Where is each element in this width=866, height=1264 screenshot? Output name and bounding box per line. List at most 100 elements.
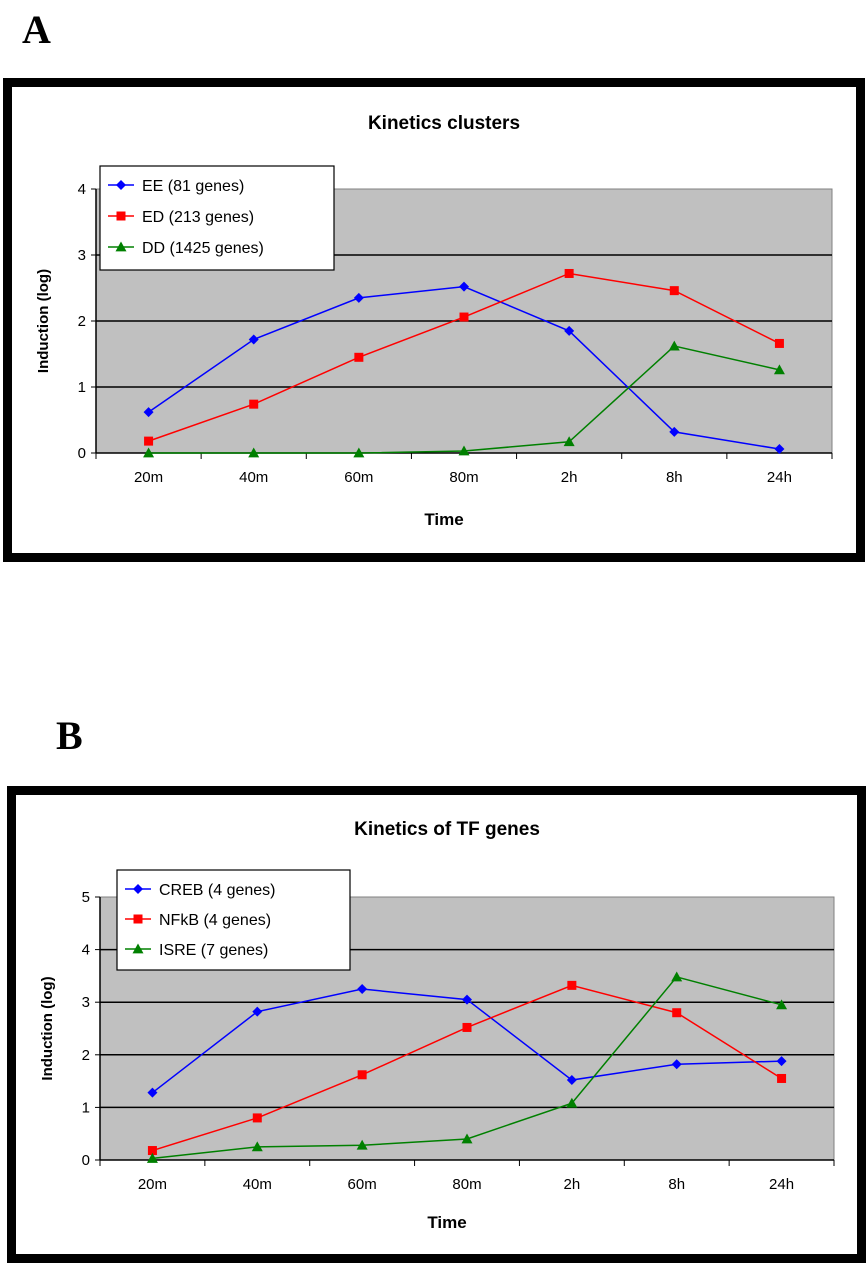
chart0-data-point [459, 281, 469, 292]
chart1-y-axis-title: Induction (log) [39, 976, 56, 1080]
chart0-x-tick-label: 60m [344, 469, 373, 486]
chart0-legend-label: ED (213 genes) [142, 209, 254, 226]
chart0-x-tick-label: 8h [666, 469, 683, 486]
chart1-legend-label: ISRE (7 genes) [159, 942, 268, 959]
chart-b-frame: Kinetics of TF genes 0 1 2 3 4 5 20m 40m 60m 80m 2h… [7, 786, 866, 1263]
chart0-data-point [669, 286, 679, 296]
chart0-y-tick-label: 3 [78, 247, 86, 264]
chart0-y-tick-label: 0 [78, 445, 86, 462]
chart0-data-point [353, 292, 364, 303]
chart0-data-point [144, 436, 154, 446]
chart1-legend-box [116, 869, 351, 971]
chart1-legend-marker [132, 943, 144, 954]
chart0-series-0 [143, 281, 785, 455]
chart0-data-point [564, 325, 575, 336]
chart0-data-point [143, 407, 154, 418]
chart0-data-point [669, 426, 680, 437]
chart0-legend-marker [116, 180, 126, 190]
chart1-data-point [776, 1056, 787, 1067]
chart1-y-tick-label: 1 [82, 1099, 90, 1116]
chart0-legend-label: DD (1425 genes) [142, 240, 264, 257]
chart1-series-1 [147, 980, 787, 1156]
chart0-legend-marker [115, 241, 127, 252]
chart1-y-tick-label: 5 [82, 889, 90, 906]
chart1-data-point [567, 980, 577, 990]
chart-a-frame: Kinetics clusters 0 1 2 3 4 20m 40m 60m 80m 2h 8h 24… [3, 78, 865, 562]
chart1-x-axis-title: Time [427, 1213, 466, 1232]
chart0-y-tick-label: 4 [78, 181, 86, 198]
chart-b: Kinetics of TF genes 0 1 2 3 4 5 20m 40m 60m 80m 2h… [39, 819, 835, 1232]
chart1-y-tick-label: 0 [82, 1152, 90, 1169]
chart0-data-point [668, 340, 680, 351]
chart1-data-point [671, 1059, 682, 1070]
chart-a: Kinetics clusters 0 1 2 3 4 20m 40m 60m 80m 2h 8h 24… [35, 113, 833, 529]
chart1-data-point [251, 1141, 263, 1152]
chart0-x-tick-label: 2h [561, 469, 578, 486]
chart1-data-point [671, 971, 683, 982]
chart1-legend-label: NFkB (4 genes) [159, 912, 271, 929]
chart1-data-point [147, 1087, 158, 1098]
chart0-series-2 [143, 340, 785, 458]
chart1-data-point [461, 1133, 473, 1144]
chart1-legend: CREB (4 genes) NFkB (4 genes) ISRE (7 gene… [116, 869, 351, 971]
chart0-data-point [249, 399, 259, 409]
chart0-data-point [459, 312, 469, 322]
chart1-data-point [776, 999, 788, 1010]
chart0-x-tick-label: 40m [239, 469, 268, 486]
chart1-series-0 [147, 984, 787, 1098]
chart0-data-point [353, 447, 365, 458]
chart1-x-tick-label: 8h [668, 1176, 685, 1193]
chart1-legend-marker [133, 914, 143, 924]
chart1-x-tick-label: 80m [452, 1176, 481, 1193]
chart1-data-point [357, 1070, 367, 1080]
chart0-x-tick-label: 20m [134, 469, 163, 486]
chart0-x-tick-label: 80m [449, 469, 478, 486]
panel-label-a: A [22, 7, 51, 52]
chart0-y-axis-title: Induction (log) [35, 269, 52, 373]
chart1-data-point [146, 1152, 158, 1163]
chart0-legend-box [99, 165, 335, 271]
chart1-x-tick-label: 2h [564, 1176, 581, 1193]
chart0-data-point [248, 447, 260, 458]
chart1-title: Kinetics of TF genes [354, 819, 540, 840]
chart0-x-tick-label: 24h [767, 469, 792, 486]
chart1-data-point [462, 1022, 472, 1032]
chart1-series-2 [146, 971, 788, 1163]
chart1-x-tick-label: 60m [348, 1176, 377, 1193]
chart1-y-tick-label: 2 [82, 1047, 90, 1064]
chart1-legend-marker [133, 884, 143, 894]
chart1-x-tick-label: 20m [138, 1176, 167, 1193]
chart0-series-1 [144, 268, 784, 446]
chart1-data-point [566, 1075, 577, 1086]
chart0-data-point [773, 364, 785, 375]
chart1-data-point [566, 1097, 578, 1108]
chart1-legend-label: CREB (4 genes) [159, 882, 276, 899]
chart0-data-point [354, 352, 364, 362]
chart0-data-point [458, 445, 470, 456]
chart0-data-point [143, 447, 155, 458]
chart0-legend: EE (81 genes) ED (213 genes) DD (1425 gene… [99, 165, 335, 271]
chart1-x-tick-label: 24h [769, 1176, 794, 1193]
chart1-data-point [252, 1113, 262, 1123]
chart1-data-point [147, 1146, 157, 1156]
chart0-data-point [248, 334, 259, 345]
chart0-x-axis-title: Time [424, 510, 463, 529]
chart1-data-point [777, 1073, 787, 1083]
chart1-data-point [356, 1139, 368, 1150]
chart0-legend-label: EE (81 genes) [142, 178, 244, 195]
chart1-data-point [357, 984, 368, 995]
chart1-y-tick-label: 4 [82, 942, 90, 959]
chart0-y-tick-label: 1 [78, 379, 86, 396]
chart0-data-point [564, 268, 574, 278]
chart0-data-point [563, 436, 575, 447]
chart1-y-tick-label: 3 [82, 994, 90, 1011]
chart1-data-point [252, 1006, 263, 1017]
chart1-data-point [672, 1008, 682, 1018]
chart0-legend-marker [116, 211, 126, 221]
panel-label-b: B [56, 713, 83, 758]
chart0-title: Kinetics clusters [368, 113, 520, 134]
chart0-data-point [774, 338, 784, 348]
chart1-x-tick-label: 40m [243, 1176, 272, 1193]
chart1-data-point [462, 994, 472, 1005]
chart0-data-point [774, 444, 785, 455]
